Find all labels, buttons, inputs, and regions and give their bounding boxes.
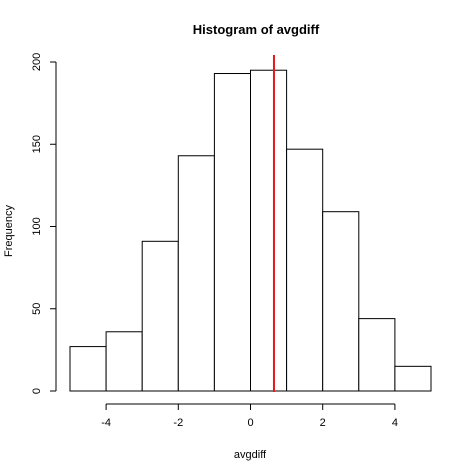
y-tick-label: 100 [31,217,43,235]
chart-title: Histogram of avgdiff [193,22,320,37]
histogram-bar-1 [105,331,143,392]
histogram-bars [69,69,432,392]
x-axis-label: avgdiff [234,449,267,461]
histogram-bar-9 [394,365,432,392]
x-tick-label: -4 [101,417,111,429]
x-tick-label: 0 [247,417,253,429]
y-tick-label: 0 [31,388,43,394]
histogram-bar-2 [141,240,179,392]
histogram-bar-6 [286,148,324,392]
histogram-bar-7 [322,211,360,392]
y-tick-label: 50 [31,303,43,315]
histogram-bar-5 [250,69,288,392]
y-tick-label: 200 [31,53,43,71]
x-tick-label: 4 [392,417,398,429]
histogram-bar-3 [177,155,215,392]
y-axis: 0 50 100 150 200 [31,53,57,394]
histogram-bar-8 [358,318,396,392]
x-tick-label: -2 [173,417,183,429]
x-tick-label: 2 [320,417,326,429]
y-axis-label: Frequency [3,205,15,257]
histogram-bar-0 [69,346,107,392]
x-axis: -4 -2 0 2 4 [101,403,398,429]
y-tick-label: 150 [31,135,43,153]
histogram-bar-4 [213,73,251,392]
